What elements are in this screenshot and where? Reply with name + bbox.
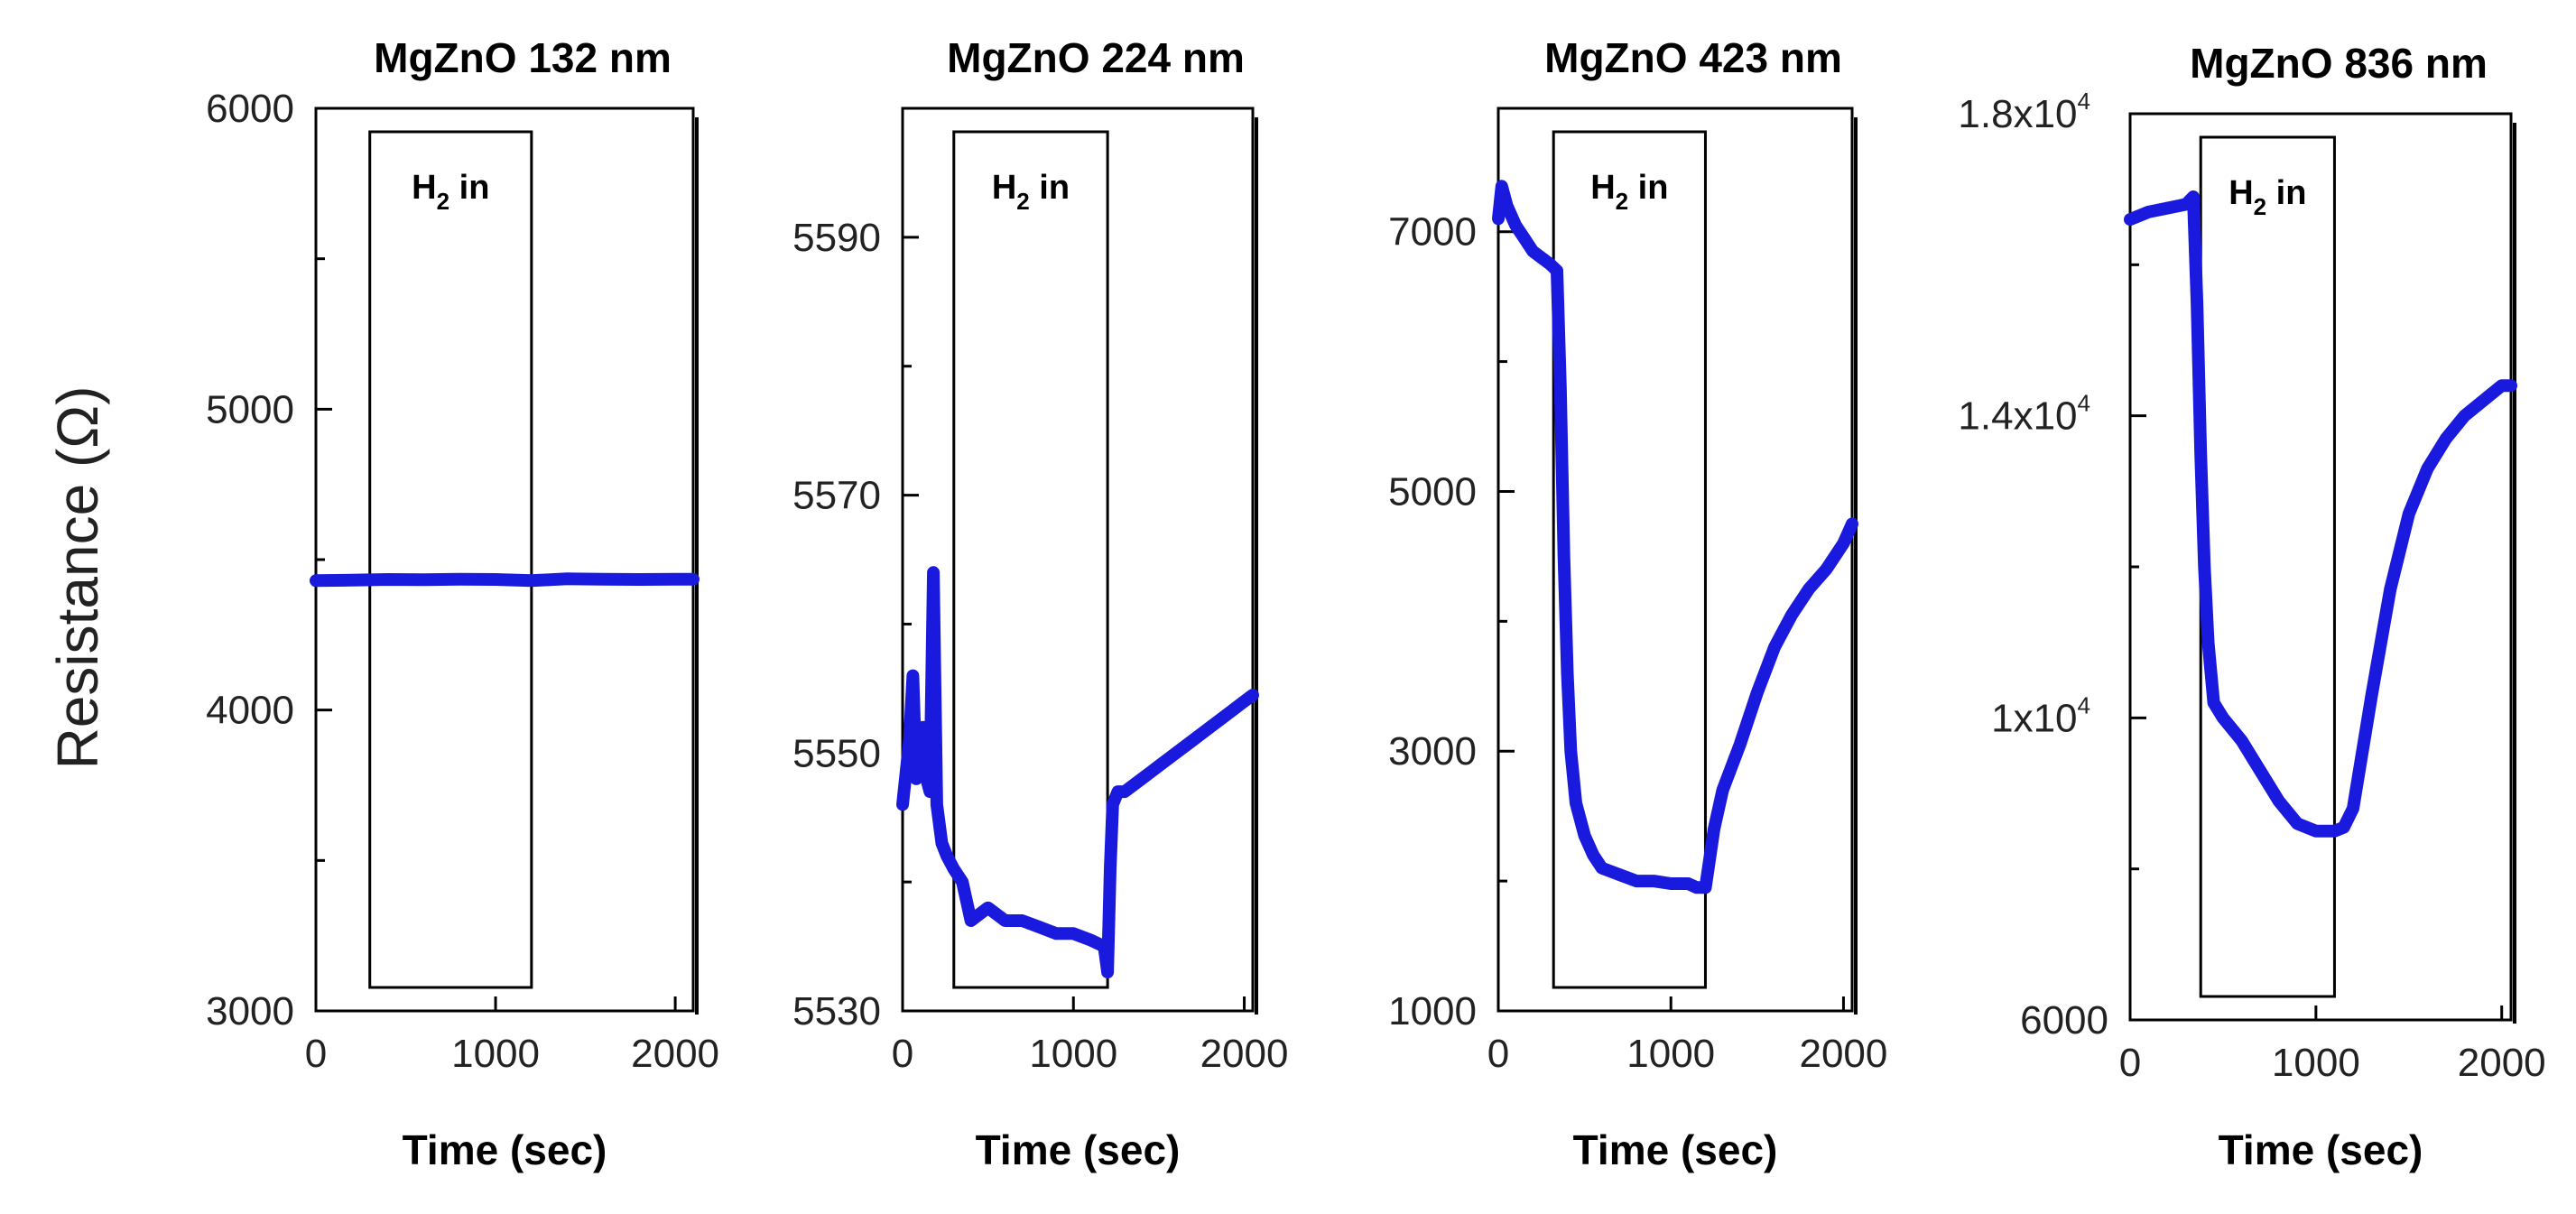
h2-exposure-box (368, 130, 533, 989)
x-tick-label: 1000 (1626, 1032, 1715, 1076)
panel-title: MgZnO 132 nm (374, 34, 672, 81)
panel-title: MgZnO 836 nm (2190, 40, 2488, 87)
y-tick-label: 3000 (206, 989, 294, 1033)
plot-frame (2128, 112, 2513, 1022)
y-tick-label: 5000 (1388, 469, 1477, 514)
y-tick-label: 5590 (792, 216, 881, 260)
y-tick-label: 5570 (792, 474, 881, 518)
h2-in-label: H2 in (1590, 169, 1668, 215)
y-tick-label: 4000 (206, 689, 294, 733)
x-axis-label: Time (sec) (1573, 1126, 1778, 1173)
x-tick-label: 1000 (451, 1032, 540, 1076)
chart-panel-1: MgZnO 132 nm H2 in 0 1000 2000 3000 4000 5000 60… (206, 34, 719, 1173)
resistance-series-line (896, 566, 1259, 979)
h2-in-label: H2 in (992, 169, 1070, 215)
y-tick-label: 6000 (206, 87, 294, 131)
x-tick-label: 1000 (1029, 1032, 1117, 1076)
panel-title: MgZnO 423 nm (1544, 34, 1842, 81)
h2-in-label: H2 in (412, 169, 489, 215)
x-tick-label: 2000 (631, 1032, 719, 1076)
y-tick-label: 1.8x104 (1958, 88, 2090, 136)
y-tick-label: 1.4x104 (1958, 390, 2090, 439)
x-tick-label: 2000 (1200, 1032, 1289, 1076)
x-axis-label: Time (sec) (976, 1126, 1181, 1173)
h2-exposure-box (1552, 130, 1707, 989)
chart-panel-4: MgZnO 836 nm H2 in 0 1000 2000 6000 1x104 1.4x1… (1958, 40, 2545, 1173)
x-tick-label: 2000 (1799, 1032, 1887, 1076)
y-tick-label: 3000 (1388, 729, 1477, 774)
x-tick-label: 0 (1487, 1032, 1509, 1076)
y-tick-label: 1000 (1388, 989, 1477, 1033)
y-tick-label: 1x104 (1991, 691, 2090, 740)
x-axis-label: Time (sec) (2219, 1126, 2423, 1173)
plot-frame (901, 107, 1255, 1013)
x-axis-label: Time (sec) (403, 1126, 607, 1173)
x-tick-label: 0 (305, 1032, 327, 1076)
y-tick-label: 5000 (206, 387, 294, 431)
y-tick-label: 6000 (2020, 998, 2108, 1043)
plot-frame (314, 107, 695, 1013)
x-tick-label: 1000 (2272, 1041, 2360, 1085)
h2-in-label: H2 in (2229, 174, 2306, 220)
h2-exposure-box (2199, 135, 2336, 998)
x-tick-label: 2000 (2458, 1041, 2546, 1085)
y-tick-label: 5530 (792, 989, 881, 1033)
panel-title: MgZnO 224 nm (947, 34, 1245, 81)
y-tick-label: 7000 (1388, 210, 1477, 255)
x-tick-label: 0 (892, 1032, 913, 1076)
resistance-series-line (2124, 190, 2517, 838)
y-tick-label: 5550 (792, 731, 881, 775)
resistance-series-line (1492, 180, 1858, 894)
h2-exposure-box (952, 130, 1109, 989)
plot-frame (1496, 107, 1854, 1013)
resistance-series-line (310, 572, 700, 588)
y-axis-label: Resistance (Ω) (45, 386, 110, 770)
x-tick-label: 0 (2119, 1041, 2141, 1085)
chart-panel-2: MgZnO 224 nm H2 in 0 1000 2000 5530 5550 5570 55… (792, 34, 1288, 1173)
